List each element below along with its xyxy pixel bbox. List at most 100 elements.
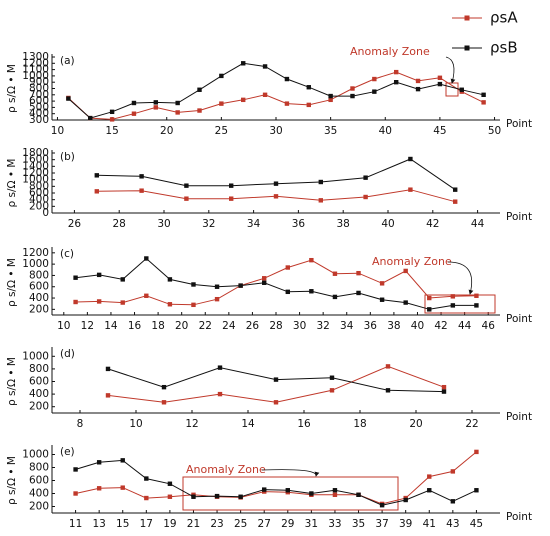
data-point <box>161 384 167 390</box>
annotation-arrow <box>447 261 474 295</box>
data-point <box>385 388 391 393</box>
x-tick-label: 44 <box>458 320 472 332</box>
data-point <box>191 494 196 499</box>
data-point <box>217 391 223 397</box>
x-tick-label: 23 <box>210 518 223 530</box>
y-tick-label: 700 <box>29 89 49 101</box>
x-tick-label: 42 <box>434 320 447 332</box>
x-tick-label: 20 <box>409 418 422 430</box>
x-axis-label: Point <box>506 118 532 130</box>
series-line <box>75 257 477 310</box>
data-point <box>393 80 399 85</box>
x-tick-label: 46 <box>482 320 496 332</box>
data-point <box>96 299 102 304</box>
y-tick-label: 500 <box>29 101 49 113</box>
data-point <box>481 100 486 105</box>
data-point <box>285 265 290 270</box>
data-point <box>437 75 443 80</box>
data-point <box>219 73 224 79</box>
x-tick-label: 12 <box>81 320 94 332</box>
data-point <box>372 76 377 82</box>
x-tick-label: 15 <box>105 125 118 137</box>
y-tick-label: 600 <box>29 376 49 388</box>
data-point <box>318 179 323 185</box>
data-point <box>474 449 479 455</box>
x-tick-label: 18 <box>151 320 164 332</box>
x-tick-label: 32 <box>202 218 215 230</box>
data-point <box>450 499 456 504</box>
x-tick-label: 27 <box>258 518 271 530</box>
data-point <box>332 271 338 276</box>
data-point <box>385 364 391 369</box>
data-point <box>318 198 323 203</box>
x-tick-label: 34 <box>340 320 354 332</box>
data-point <box>363 175 368 180</box>
y-tick-label: 1200 <box>22 57 49 69</box>
data-point <box>184 183 189 188</box>
data-point <box>329 375 335 380</box>
y-tick-label: 300 <box>29 114 49 126</box>
y-tick-label: 800 <box>29 83 49 95</box>
y-tick-label: 900 <box>29 76 49 88</box>
data-point <box>450 294 456 299</box>
data-point <box>139 174 144 179</box>
data-point <box>437 81 443 87</box>
data-point <box>175 100 180 106</box>
data-point <box>214 493 220 499</box>
y-tick-label: 200 <box>29 401 49 413</box>
data-point <box>273 181 279 186</box>
y-tick-label: 600 <box>29 187 49 199</box>
x-tick-label: 34 <box>247 218 261 230</box>
data-point <box>329 388 335 393</box>
y-axis-label: ρ s/Ω • M <box>6 258 18 307</box>
y-tick-label: 600 <box>29 281 49 293</box>
data-point <box>379 281 385 286</box>
data-point <box>328 93 333 99</box>
data-point <box>197 87 202 92</box>
data-point <box>144 476 149 481</box>
data-point <box>427 488 432 493</box>
data-point <box>120 277 125 282</box>
data-point <box>332 492 338 497</box>
x-tick-label: 30 <box>269 125 282 137</box>
y-tick-label: 800 <box>29 462 49 474</box>
y-tick-label: 1300 <box>22 51 49 63</box>
data-point <box>379 297 385 302</box>
y-tick-label: 1200 <box>22 167 49 179</box>
x-tick-label: 20 <box>175 320 188 332</box>
y-tick-label: 400 <box>29 488 49 500</box>
data-point <box>306 85 311 90</box>
y-tick-label: 1000 <box>22 449 49 461</box>
x-axis-label: Point <box>506 211 532 223</box>
x-axis-label: Point <box>506 511 532 523</box>
data-point <box>262 64 268 69</box>
legend-marker <box>464 45 470 51</box>
data-point <box>175 110 180 115</box>
data-point <box>415 78 421 84</box>
y-tick-label: 200 <box>29 200 49 212</box>
data-point <box>73 467 78 472</box>
data-point <box>372 89 377 94</box>
data-point <box>403 300 408 305</box>
data-point <box>161 400 167 405</box>
series-line <box>68 71 484 120</box>
data-point <box>474 293 479 298</box>
data-point <box>408 187 413 192</box>
y-axis-label: ρ s/Ω • M <box>6 64 18 113</box>
annotation-arrow <box>261 469 320 477</box>
x-tick-label: 36 <box>364 320 378 332</box>
y-tick-label: 800 <box>29 363 49 375</box>
data-point <box>273 194 279 199</box>
y-tick-label: 600 <box>29 95 49 107</box>
x-tick-label: 31 <box>305 518 318 530</box>
panel-label: (d) <box>60 348 75 360</box>
data-point <box>214 284 220 289</box>
data-point <box>262 276 267 281</box>
x-tick-label: 33 <box>328 518 341 530</box>
data-point <box>217 365 223 370</box>
y-tick-label: 1000 <box>22 174 49 186</box>
data-point <box>139 188 144 193</box>
data-point <box>109 117 115 122</box>
panel-label: (c) <box>60 248 74 260</box>
x-tick-label: 15 <box>116 518 129 530</box>
